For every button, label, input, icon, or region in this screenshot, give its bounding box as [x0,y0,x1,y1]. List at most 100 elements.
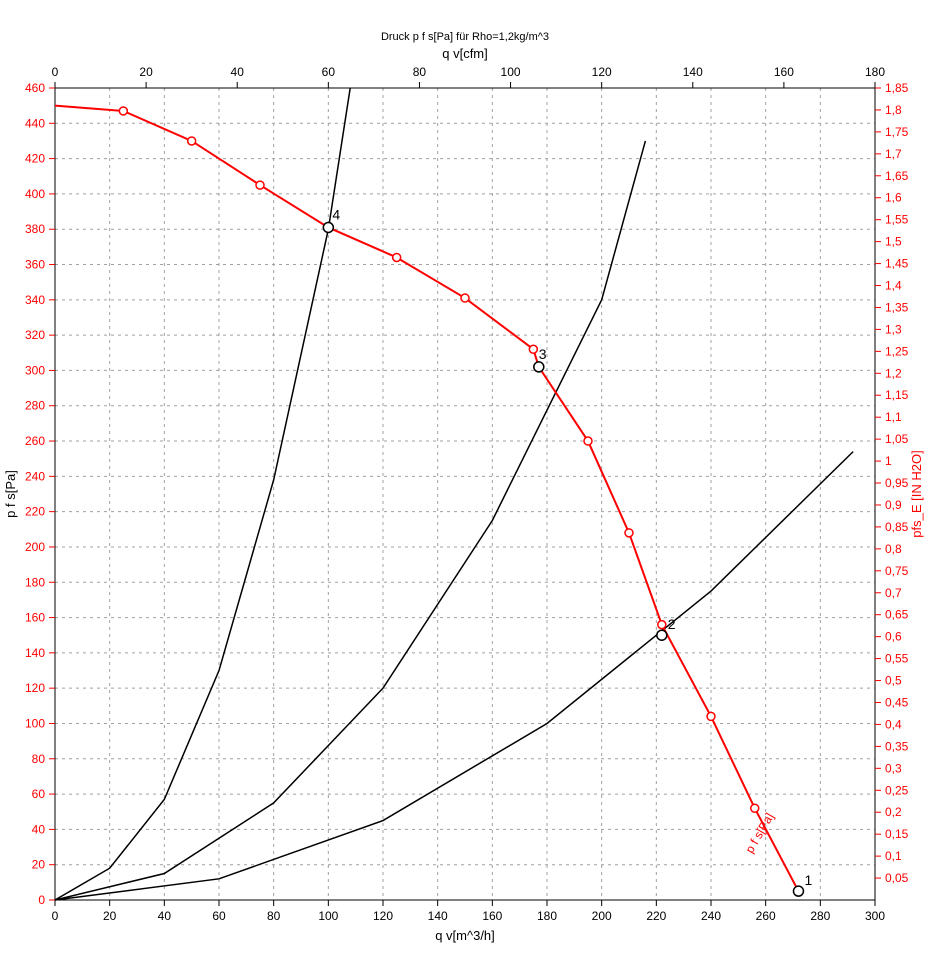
y-right-tick: 0,8 [885,542,902,556]
y-right-tick: 0,7 [885,586,902,600]
x-bottom-tick: 60 [212,909,226,923]
operating-point-4 [323,222,333,232]
y-right-tick: 0,5 [885,674,902,688]
y-right-tick: 0,9 [885,498,902,512]
y-left-tick: 100 [25,716,45,730]
y-right-tick: 1,05 [885,432,909,446]
x-top-tick: 20 [139,65,153,79]
operating-point-label-2: 2 [668,616,676,632]
y-right-tick: 0,4 [885,717,902,731]
y-right-tick: 0,55 [885,652,909,666]
y-right-tick: 1,1 [885,410,902,424]
x-top-tick: 160 [774,65,794,79]
y-right-tick: 0,15 [885,827,909,841]
x-bottom-tick: 300 [865,909,885,923]
x-top-tick: 60 [322,65,336,79]
x-top-tick: 140 [683,65,703,79]
operating-point-label-4: 4 [332,206,340,222]
y-left-tick: 400 [25,187,45,201]
y-right-tick: 0,1 [885,849,902,863]
x-top-label: q v[cfm] [442,46,488,61]
y-right-tick: 1,8 [885,103,902,117]
y-right-tick: 0,65 [885,608,909,622]
x-bottom-tick: 100 [318,909,338,923]
y-left-tick: 380 [25,222,45,236]
y-left-tick: 260 [25,434,45,448]
y-right-tick: 0,05 [885,871,909,885]
x-top-tick: 40 [231,65,245,79]
y-right-tick: 1,6 [885,191,902,205]
y-right-tick: 1,35 [885,300,909,314]
y-left-tick: 180 [25,575,45,589]
y-right-tick: 0,2 [885,805,902,819]
y-left-label: p f s[Pa] [3,470,18,518]
fan-curve-marker [119,107,127,115]
pressure-flow-chart: 0204060801001201401601802002202402602803… [0,0,929,954]
y-left-tick: 320 [25,328,45,342]
y-right-tick: 1,2 [885,366,902,380]
x-bottom-tick: 120 [373,909,393,923]
x-bottom-tick: 20 [103,909,117,923]
x-bottom-tick: 80 [267,909,281,923]
y-left-tick: 40 [32,822,46,836]
operating-point-3 [534,362,544,372]
x-bottom-tick: 140 [428,909,448,923]
y-right-tick: 1,4 [885,279,902,293]
y-left-tick: 360 [25,258,45,272]
y-right-tick: 1,15 [885,388,909,402]
operating-point-label-1: 1 [804,872,812,888]
y-right-tick: 1,5 [885,235,902,249]
x-top-tick: 0 [52,65,59,79]
y-left-tick: 440 [25,116,45,130]
x-top-tick: 120 [592,65,612,79]
x-bottom-tick: 40 [158,909,172,923]
y-right-tick: 0,3 [885,761,902,775]
fan-curve-marker [625,529,633,537]
fan-curve-marker [529,345,537,353]
y-left-tick: 200 [25,540,45,554]
y-left-tick: 160 [25,611,45,625]
y-left-tick: 140 [25,646,45,660]
operating-point-label-3: 3 [539,346,547,362]
y-right-tick: 1,85 [885,81,909,95]
y-left-tick: 60 [32,787,46,801]
x-bottom-tick: 260 [756,909,776,923]
x-bottom-tick: 0 [52,909,59,923]
y-left-tick: 420 [25,152,45,166]
fan-curve-marker [256,181,264,189]
operating-point-2 [657,630,667,640]
x-top-tick: 80 [413,65,427,79]
x-bottom-label: q v[m^3/h] [435,928,495,943]
y-right-tick: 1 [885,454,892,468]
operating-point-1 [793,886,803,896]
x-bottom-tick: 200 [592,909,612,923]
x-bottom-tick: 160 [482,909,502,923]
y-right-tick: 0,6 [885,630,902,644]
y-right-tick: 1,55 [885,213,909,227]
fan-curve-marker [393,253,401,261]
fan-curve-marker [188,137,196,145]
y-right-tick: 1,25 [885,344,909,358]
x-bottom-tick: 180 [537,909,557,923]
x-top-tick: 180 [865,65,885,79]
y-left-tick: 240 [25,469,45,483]
y-right-tick: 1,65 [885,169,909,183]
y-left-tick: 120 [25,681,45,695]
y-right-tick: 0,85 [885,520,909,534]
fan-curve-marker [751,804,759,812]
x-bottom-tick: 240 [701,909,721,923]
y-right-tick: 0,45 [885,695,909,709]
y-right-tick: 1,7 [885,147,902,161]
y-left-tick: 80 [32,752,46,766]
x-top-tick: 100 [501,65,521,79]
x-bottom-tick: 220 [646,909,666,923]
y-left-tick: 300 [25,363,45,377]
y-left-tick: 340 [25,293,45,307]
y-right-tick: 1,3 [885,322,902,336]
fan-curve-marker [707,712,715,720]
y-left-tick: 220 [25,505,45,519]
fan-curve-marker [461,294,469,302]
x-bottom-tick: 280 [810,909,830,923]
y-right-tick: 1,45 [885,257,909,271]
y-right-tick: 0,95 [885,476,909,490]
